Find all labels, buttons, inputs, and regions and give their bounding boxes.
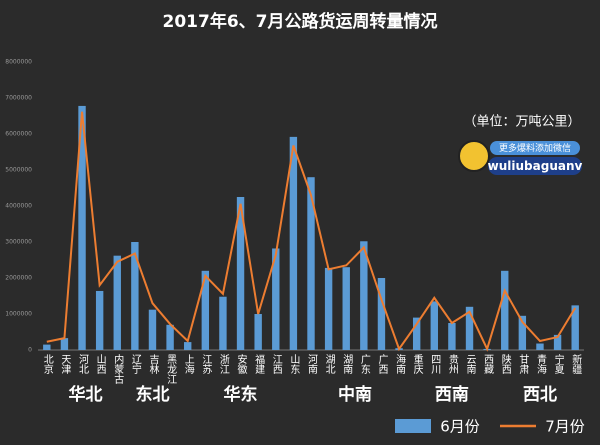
unit-note: （单位：万吨公里） [463,115,580,130]
bar [465,306,474,350]
group-label: 华东 [224,384,258,405]
legend-label: 6月份 [440,418,480,436]
legend-label: 7月份 [545,418,585,436]
y-tick-label: 0 [28,347,32,354]
x-tick-label: 辽宁 [129,354,141,374]
group-label: 东北 [135,384,169,405]
y-tick-label: 6000000 [5,131,32,138]
legend-swatch [395,419,431,433]
bar [95,290,104,350]
bar [201,270,210,350]
bar [430,301,438,350]
bar [254,314,262,350]
x-tick-label: 湖南 [341,354,353,374]
bar [289,136,298,350]
y-tick-label: 7000000 [5,95,32,102]
x-tick-label: 福建 [253,353,265,374]
bar [43,344,51,350]
bar [219,296,227,350]
badge-text: wuliubaguanv [488,159,583,173]
x-tick-label: 陕西 [499,353,511,374]
bar [448,323,456,350]
bar [78,105,86,350]
group-label: 西北 [523,385,557,405]
x-tick-label: 山东 [288,354,300,374]
x-tick-label: 广西 [376,354,388,374]
badge: 更多爆料添加微信 wuliubaguanv [458,140,583,175]
bar [148,309,157,350]
bar [518,315,527,350]
x-tick-label: 河北 [77,354,89,374]
badge-pill [490,141,580,155]
x-tick-label: 江西 [270,354,282,374]
x-tick-label: 内蒙古 [112,353,124,385]
x-tick-label: 天津 [59,354,71,375]
x-tick-label: 云南 [464,354,476,374]
x-tick-label: 湖北 [323,354,335,374]
bar [571,305,579,350]
x-tick-label: 黑龙江 [165,354,177,384]
bar [501,270,509,350]
x-tick-label: 西藏 [482,354,494,375]
chart-title: 2017年6、7月公路货运周转量情况 [163,11,438,32]
x-tick-label: 宁夏 [552,353,564,374]
y-tick-label: 4000000 [5,203,32,210]
x-tick-label: 四川 [429,354,441,374]
y-tick-label: 1000000 [5,311,32,318]
x-tick-label: 吉林 [147,354,159,375]
x-tick-label: 贵州 [446,353,458,374]
bar [236,197,245,350]
bar [307,177,315,350]
bar [342,267,350,350]
bar [324,267,333,350]
x-tick-label: 北京 [41,354,53,375]
group-label: 华北 [69,384,103,405]
y-tick-label: 3000000 [5,239,32,246]
x-tick-label: 河南 [306,354,318,374]
bar [113,255,121,350]
bar [166,324,174,350]
bar [360,241,368,350]
y-tick-label: 8000000 [5,59,32,66]
bar [131,242,139,350]
bar [184,342,192,350]
x-tick-label: 上海 [182,354,194,375]
y-tick-label: 2000000 [5,275,32,282]
x-tick-label: 甘肃 [517,353,529,375]
x-tick-label: 江苏 [200,354,212,375]
badge-text: 更多爆料添加微信 [499,142,571,154]
bar [553,334,562,350]
x-tick-label: 安徽 [235,353,247,375]
y-tick-label: 5000000 [5,167,32,174]
x-tick-label: 重庆 [411,353,423,375]
x-tick-label: 青海 [534,353,546,375]
badge-icon [458,140,490,172]
group-label: 中南 [338,384,372,405]
group-label: 西南 [435,384,469,405]
x-tick-label: 山西 [94,354,106,374]
line [46,111,577,352]
x-tick-label: 广东 [358,354,370,374]
bar [377,278,386,350]
x-tick-label: 浙江 [217,354,229,374]
badge-pill [488,157,582,175]
bar [536,343,544,350]
x-tick-label: 海南 [394,353,406,374]
bar [60,338,69,350]
bar [412,317,421,350]
bar [272,248,280,350]
x-tick-label: 新疆 [570,353,582,375]
